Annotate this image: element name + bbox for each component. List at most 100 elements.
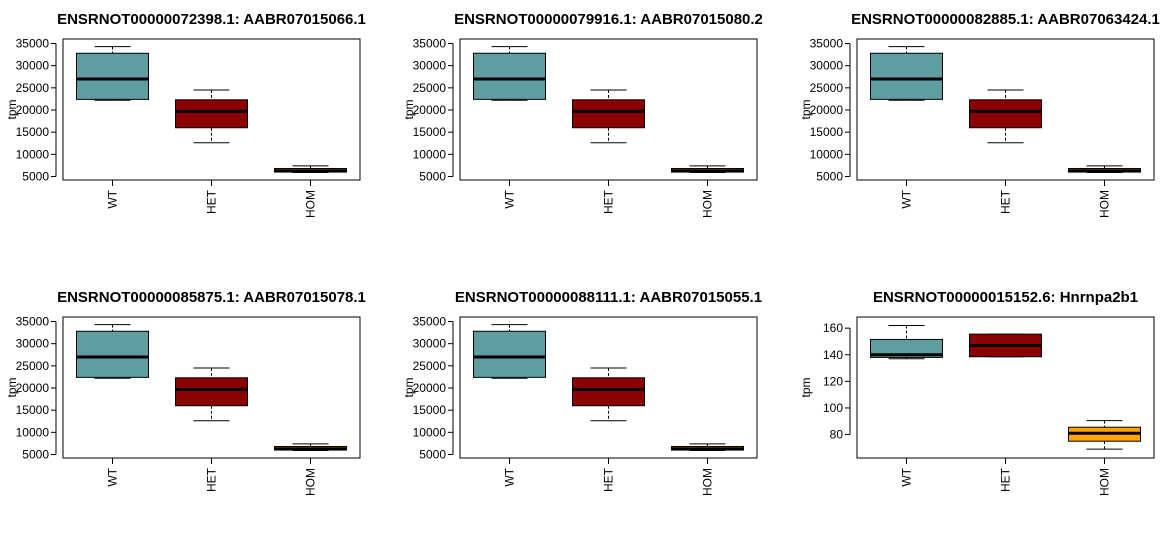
- box-het: [175, 367, 248, 422]
- box-rect: [870, 338, 943, 358]
- y-tick-label: 30000: [16, 59, 50, 73]
- chart-title: ENSRNOT00000085875.1: AABR07015078.1: [57, 289, 366, 306]
- x-tick-label: HOM: [701, 468, 715, 496]
- box-hom: [1068, 420, 1141, 450]
- box-hom: [274, 165, 347, 174]
- y-tick-label: 160: [823, 321, 843, 335]
- x-tick-label: HOM: [701, 190, 715, 218]
- x-tick-label: HOM: [304, 190, 318, 218]
- y-tick-label: 25000: [413, 359, 447, 373]
- boxplot-panel-5: ENSRNOT00000088111.1: AABR07015055.1 tpm 5…: [397, 278, 789, 542]
- boxplot-svg: ENSRNOT00000015152.6: Hnrnpa2b1 tpm 80 100 1…: [799, 289, 1155, 496]
- boxplot-panel-3: ENSRNOT00000082885.1: AABR07063424.1 tpm 5…: [794, 0, 1176, 264]
- box-wt: [76, 324, 149, 379]
- x-tick-label: HOM: [1098, 468, 1112, 496]
- x-tick-label: WT: [106, 467, 120, 486]
- box-rect: [572, 99, 645, 129]
- y-axis-label: tpm: [402, 99, 416, 119]
- x-tick-label: HET: [205, 189, 219, 214]
- y-tick-label: 35000: [16, 37, 50, 51]
- box-het: [175, 89, 248, 144]
- y-tick-label: 20000: [810, 103, 844, 117]
- y-tick-label: 5000: [22, 170, 49, 184]
- y-tick-label: 5000: [419, 448, 446, 462]
- y-tick-label: 100: [823, 401, 843, 415]
- boxplot-panel-2: ENSRNOT00000079916.1: AABR07015080.2 tpm 5…: [397, 0, 789, 264]
- plot-frame: [459, 316, 758, 459]
- box-rect: [473, 52, 546, 100]
- box-wt: [870, 324, 943, 360]
- y-tick-label: 120: [823, 374, 843, 388]
- y-tick-label: 35000: [16, 315, 50, 329]
- box-hom: [274, 443, 347, 452]
- y-tick-label: 25000: [810, 81, 844, 95]
- x-tick-label: WT: [503, 467, 517, 486]
- y-axis-label: tpm: [5, 377, 19, 397]
- chart-title: ENSRNOT00000015152.6: Hnrnpa2b1: [873, 289, 1138, 306]
- x-tick-label: HET: [602, 467, 616, 492]
- y-tick-label: 30000: [16, 337, 50, 351]
- y-tick-label: 5000: [419, 170, 446, 184]
- box-het: [572, 367, 645, 422]
- box-hom: [671, 165, 744, 174]
- y-tick-label: 15000: [16, 125, 50, 139]
- y-tick-label: 10000: [810, 147, 844, 161]
- y-tick-label: 80: [830, 428, 844, 442]
- boxplot-svg: ENSRNOT00000079916.1: AABR07015080.2 tpm 5…: [402, 11, 763, 218]
- y-tick-label: 30000: [413, 59, 447, 73]
- y-axis-label: tpm: [402, 377, 416, 397]
- y-tick-label: 10000: [16, 147, 50, 161]
- y-tick-label: 15000: [16, 403, 50, 417]
- box-hom: [1068, 165, 1141, 174]
- x-tick-label: HET: [999, 467, 1013, 492]
- y-axis-label: tpm: [799, 99, 813, 119]
- x-tick-label: WT: [900, 467, 914, 486]
- boxplot-svg: ENSRNOT00000082885.1: AABR07063424.1 tpm 5…: [799, 11, 1160, 218]
- plot-frame: [459, 38, 758, 181]
- boxplot-panel-4: ENSRNOT00000085875.1: AABR07015078.1 tpm 5…: [0, 278, 392, 542]
- y-tick-label: 30000: [810, 59, 844, 73]
- box-rect: [870, 52, 943, 100]
- box-het: [969, 89, 1042, 144]
- box-rect: [76, 52, 149, 100]
- box-wt: [76, 46, 149, 101]
- y-tick-label: 20000: [16, 381, 50, 395]
- box-het: [572, 89, 645, 144]
- y-tick-label: 20000: [413, 103, 447, 117]
- x-tick-label: HET: [999, 189, 1013, 214]
- x-tick-label: HOM: [1098, 190, 1112, 218]
- plot-frame: [856, 316, 1155, 459]
- boxplot-svg: ENSRNOT00000088111.1: AABR07015055.1 tpm 5…: [402, 289, 762, 496]
- box-rect: [175, 377, 248, 407]
- y-tick-label: 20000: [16, 103, 50, 117]
- y-axis-label: tpm: [5, 99, 19, 119]
- boxplot-svg: ENSRNOT00000072398.1: AABR07015066.1 tpm 5…: [5, 11, 366, 218]
- x-tick-label: WT: [106, 189, 120, 208]
- box-hom: [671, 443, 744, 452]
- y-tick-label: 5000: [816, 170, 843, 184]
- box-rect: [572, 377, 645, 407]
- box-het: [969, 333, 1042, 358]
- plot-frame: [62, 38, 361, 181]
- x-tick-label: WT: [900, 189, 914, 208]
- y-axis-label: tpm: [799, 377, 813, 397]
- y-tick-label: 10000: [413, 425, 447, 439]
- chart-title: ENSRNOT00000082885.1: AABR07063424.1: [851, 11, 1160, 28]
- x-tick-label: HOM: [304, 468, 318, 496]
- boxplot-svg: ENSRNOT00000085875.1: AABR07015078.1 tpm 5…: [5, 289, 366, 496]
- y-tick-label: 5000: [22, 448, 49, 462]
- box-rect: [175, 99, 248, 129]
- y-tick-label: 20000: [413, 381, 447, 395]
- chart-title: ENSRNOT00000088111.1: AABR07015055.1: [455, 289, 762, 306]
- box-rect: [76, 330, 149, 378]
- chart-title: ENSRNOT00000072398.1: AABR07015066.1: [57, 11, 366, 28]
- y-tick-label: 15000: [810, 125, 844, 139]
- y-tick-label: 25000: [413, 81, 447, 95]
- box-wt: [870, 46, 943, 101]
- y-tick-label: 15000: [413, 125, 447, 139]
- box-wt: [473, 324, 546, 379]
- y-tick-label: 35000: [413, 315, 447, 329]
- box-rect: [969, 99, 1042, 129]
- y-tick-label: 10000: [16, 425, 50, 439]
- y-tick-label: 25000: [16, 81, 50, 95]
